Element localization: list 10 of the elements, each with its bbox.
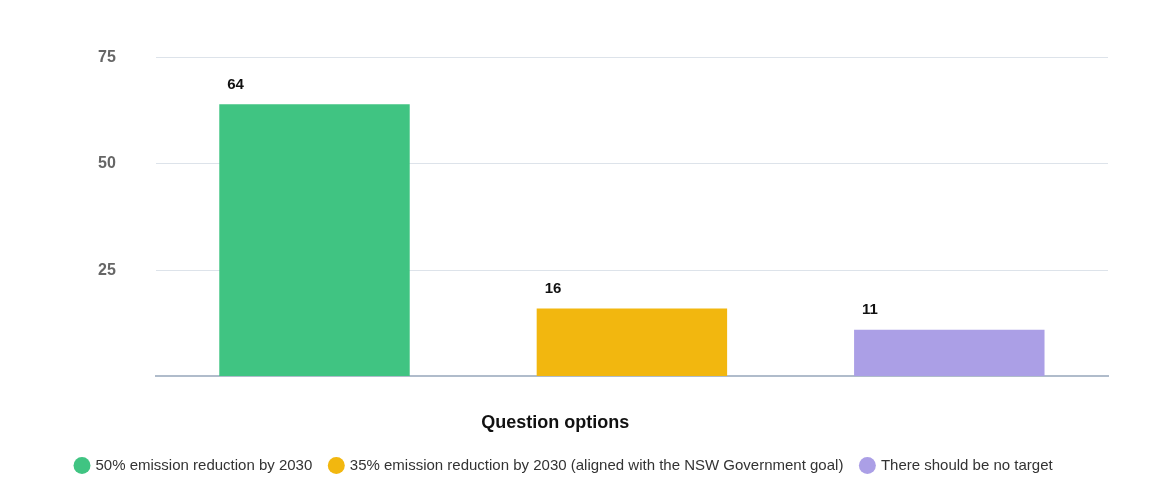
legend-label: There should be no target: [880, 455, 1054, 473]
data-label: 11: [862, 300, 878, 318]
y-tick-label: 50: [98, 154, 116, 172]
y-tick-label: 25: [98, 260, 116, 278]
legend-label: 35% emission reduction by 2030 (aligned with the NSW Government goal): [349, 455, 844, 473]
legend-label: 50% emission reduction by 2030: [95, 455, 313, 473]
data-label: 16: [544, 279, 562, 297]
y-tick-label: 75: [98, 48, 116, 66]
data-label: 64: [227, 75, 245, 92]
legend-title: Question options: [481, 412, 630, 433]
